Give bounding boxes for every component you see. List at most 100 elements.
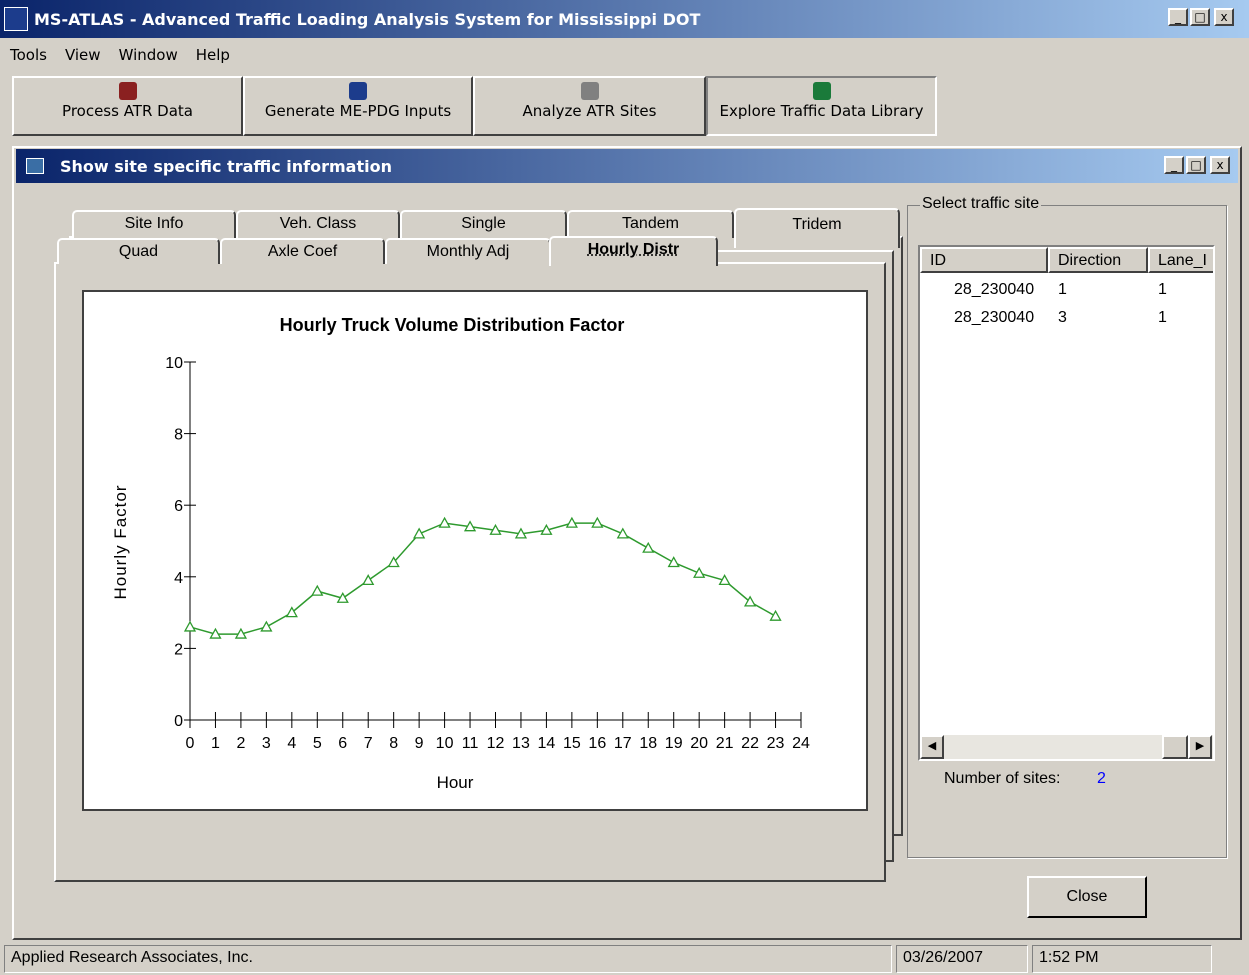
x-tick-label: 8 [389, 735, 398, 752]
toolbar-button[interactable]: Process ATR Data [12, 76, 243, 136]
status-time: 1:52 PM [1039, 949, 1099, 966]
tab[interactable]: Single [400, 210, 567, 238]
dialog-maximize[interactable]: □ [1186, 156, 1206, 174]
x-tick-label: 15 [563, 735, 581, 752]
marker [438, 516, 451, 528]
dialog-title-bar: Show site specific traffic information [16, 149, 1238, 183]
x-tick-label: 23 [767, 735, 785, 752]
x-tick-label: 7 [364, 735, 373, 752]
toolbar-icon [580, 82, 599, 100]
marker [463, 520, 477, 532]
menu-item[interactable]: View [64, 46, 101, 64]
app-title: MS-ATLAS - Advanced Traffic Loading Anal… [34, 9, 701, 29]
status-time-pane: 1:52 PM [1032, 945, 1212, 973]
tab[interactable]: Monthly Adj [385, 238, 551, 264]
count-value: 2 [1097, 770, 1106, 787]
marker [743, 595, 757, 607]
menu-item[interactable]: Help [195, 46, 230, 64]
x-axis-label: Hour [437, 773, 474, 792]
column-header[interactable]: Lane_I [1148, 247, 1213, 273]
marker [183, 620, 197, 632]
list-cell[interactable]: 28_230040 [954, 309, 1035, 326]
app-title-bar: MS-ATLAS - Advanced Traffic Loading Anal… [0, 0, 1249, 38]
x-tick-label: 17 [614, 735, 632, 752]
dialog-minimize[interactable]: _ [1164, 156, 1184, 174]
chart-title: Hourly Truck Volume Distribution Factor [280, 315, 625, 335]
menu-item[interactable]: Tools [10, 46, 47, 64]
marker [311, 584, 324, 596]
tab[interactable]: Axle Coef [220, 238, 385, 264]
toolbar-label: Explore Traffic Data Library [719, 102, 924, 120]
scroll-right[interactable]: ▶ [1188, 735, 1212, 759]
marker [413, 527, 426, 539]
column-header[interactable]: Direction [1048, 247, 1148, 273]
x-tick-label: 11 [462, 735, 479, 752]
scroll-left[interactable]: ◀ [920, 735, 944, 759]
menu-bar: Tools View Window Help [10, 46, 230, 68]
y-tick-label: 4 [174, 570, 183, 587]
minimize[interactable]: _ [1168, 8, 1188, 26]
marker [667, 556, 680, 568]
close-button[interactable]: Close [1027, 876, 1147, 918]
marker [362, 574, 375, 586]
x-tick-label: 5 [313, 735, 322, 752]
data-line [189, 522, 776, 635]
list-cell[interactable]: 1 [1158, 309, 1167, 326]
x-tick-label: 4 [287, 735, 296, 752]
column-header[interactable]: ID [920, 247, 1048, 273]
tab[interactable]: Quad [57, 238, 220, 264]
y-axis-label: Hourly Factor [111, 484, 130, 599]
status-text: Applied Research Associates, Inc. [11, 949, 253, 966]
dialog-icon [26, 158, 44, 174]
x-tick-label: 6 [338, 735, 347, 752]
list-cell[interactable]: 1 [1058, 281, 1067, 298]
dialog-close[interactable]: x [1210, 156, 1230, 174]
toolbar-button[interactable]: Generate ME-PDG Inputs [243, 76, 473, 136]
maximize[interactable]: □ [1190, 8, 1210, 26]
marker [591, 516, 604, 528]
site-list[interactable]: ID Direction Lane_I 28_230040 1 1 28_230040 3 1 ◀… [918, 245, 1215, 761]
y-tick-label: 0 [174, 713, 183, 730]
y-tick-label: 6 [174, 498, 183, 515]
y-tick-label: 8 [174, 427, 183, 444]
list-cell[interactable]: 3 [1058, 309, 1067, 326]
x-tick-label: 13 [512, 735, 530, 752]
tab[interactable]: Tandem [567, 210, 734, 238]
app-icon [4, 7, 28, 31]
scroll-thumb[interactable] [1162, 735, 1188, 759]
list-cell[interactable]: 28_230040 [954, 281, 1035, 298]
tab[interactable]: Tridem [734, 208, 900, 248]
marker [565, 516, 578, 528]
x-tick-label: 0 [186, 735, 195, 752]
tab[interactable]: Veh. Class [236, 210, 400, 238]
marker [540, 523, 553, 535]
marker [769, 609, 782, 621]
list-cell[interactable]: 1 [1158, 281, 1167, 298]
marker [285, 606, 298, 618]
tab[interactable]: Hourly Distr [549, 236, 718, 266]
marker [616, 527, 629, 539]
marker [234, 627, 248, 639]
marker [260, 620, 273, 632]
tab[interactable]: Site Info [72, 210, 236, 238]
status-date: 03/26/2007 [903, 949, 984, 966]
marker [387, 556, 400, 568]
toolbar-label: Analyze ATR Sites [522, 102, 657, 120]
x-tick-label: 18 [639, 735, 657, 752]
toolbar-button[interactable]: Explore Traffic Data Library [706, 76, 937, 136]
x-tick-label: 24 [792, 735, 810, 752]
x-tick-label: 21 [716, 735, 734, 752]
y-tick-label: 10 [165, 355, 183, 372]
toolbar-button[interactable]: Analyze ATR Sites [473, 76, 706, 136]
menu-item[interactable]: Window [118, 46, 178, 64]
marker [209, 627, 222, 639]
close-window[interactable]: x [1214, 8, 1234, 26]
toolbar-icon [812, 82, 831, 100]
dialog-title: Show site specific traffic information [60, 156, 392, 176]
y-tick-label: 2 [174, 641, 183, 658]
close-label: Close [1066, 888, 1108, 905]
marker [642, 541, 655, 553]
marker [489, 523, 502, 535]
x-tick-label: 2 [236, 735, 245, 752]
